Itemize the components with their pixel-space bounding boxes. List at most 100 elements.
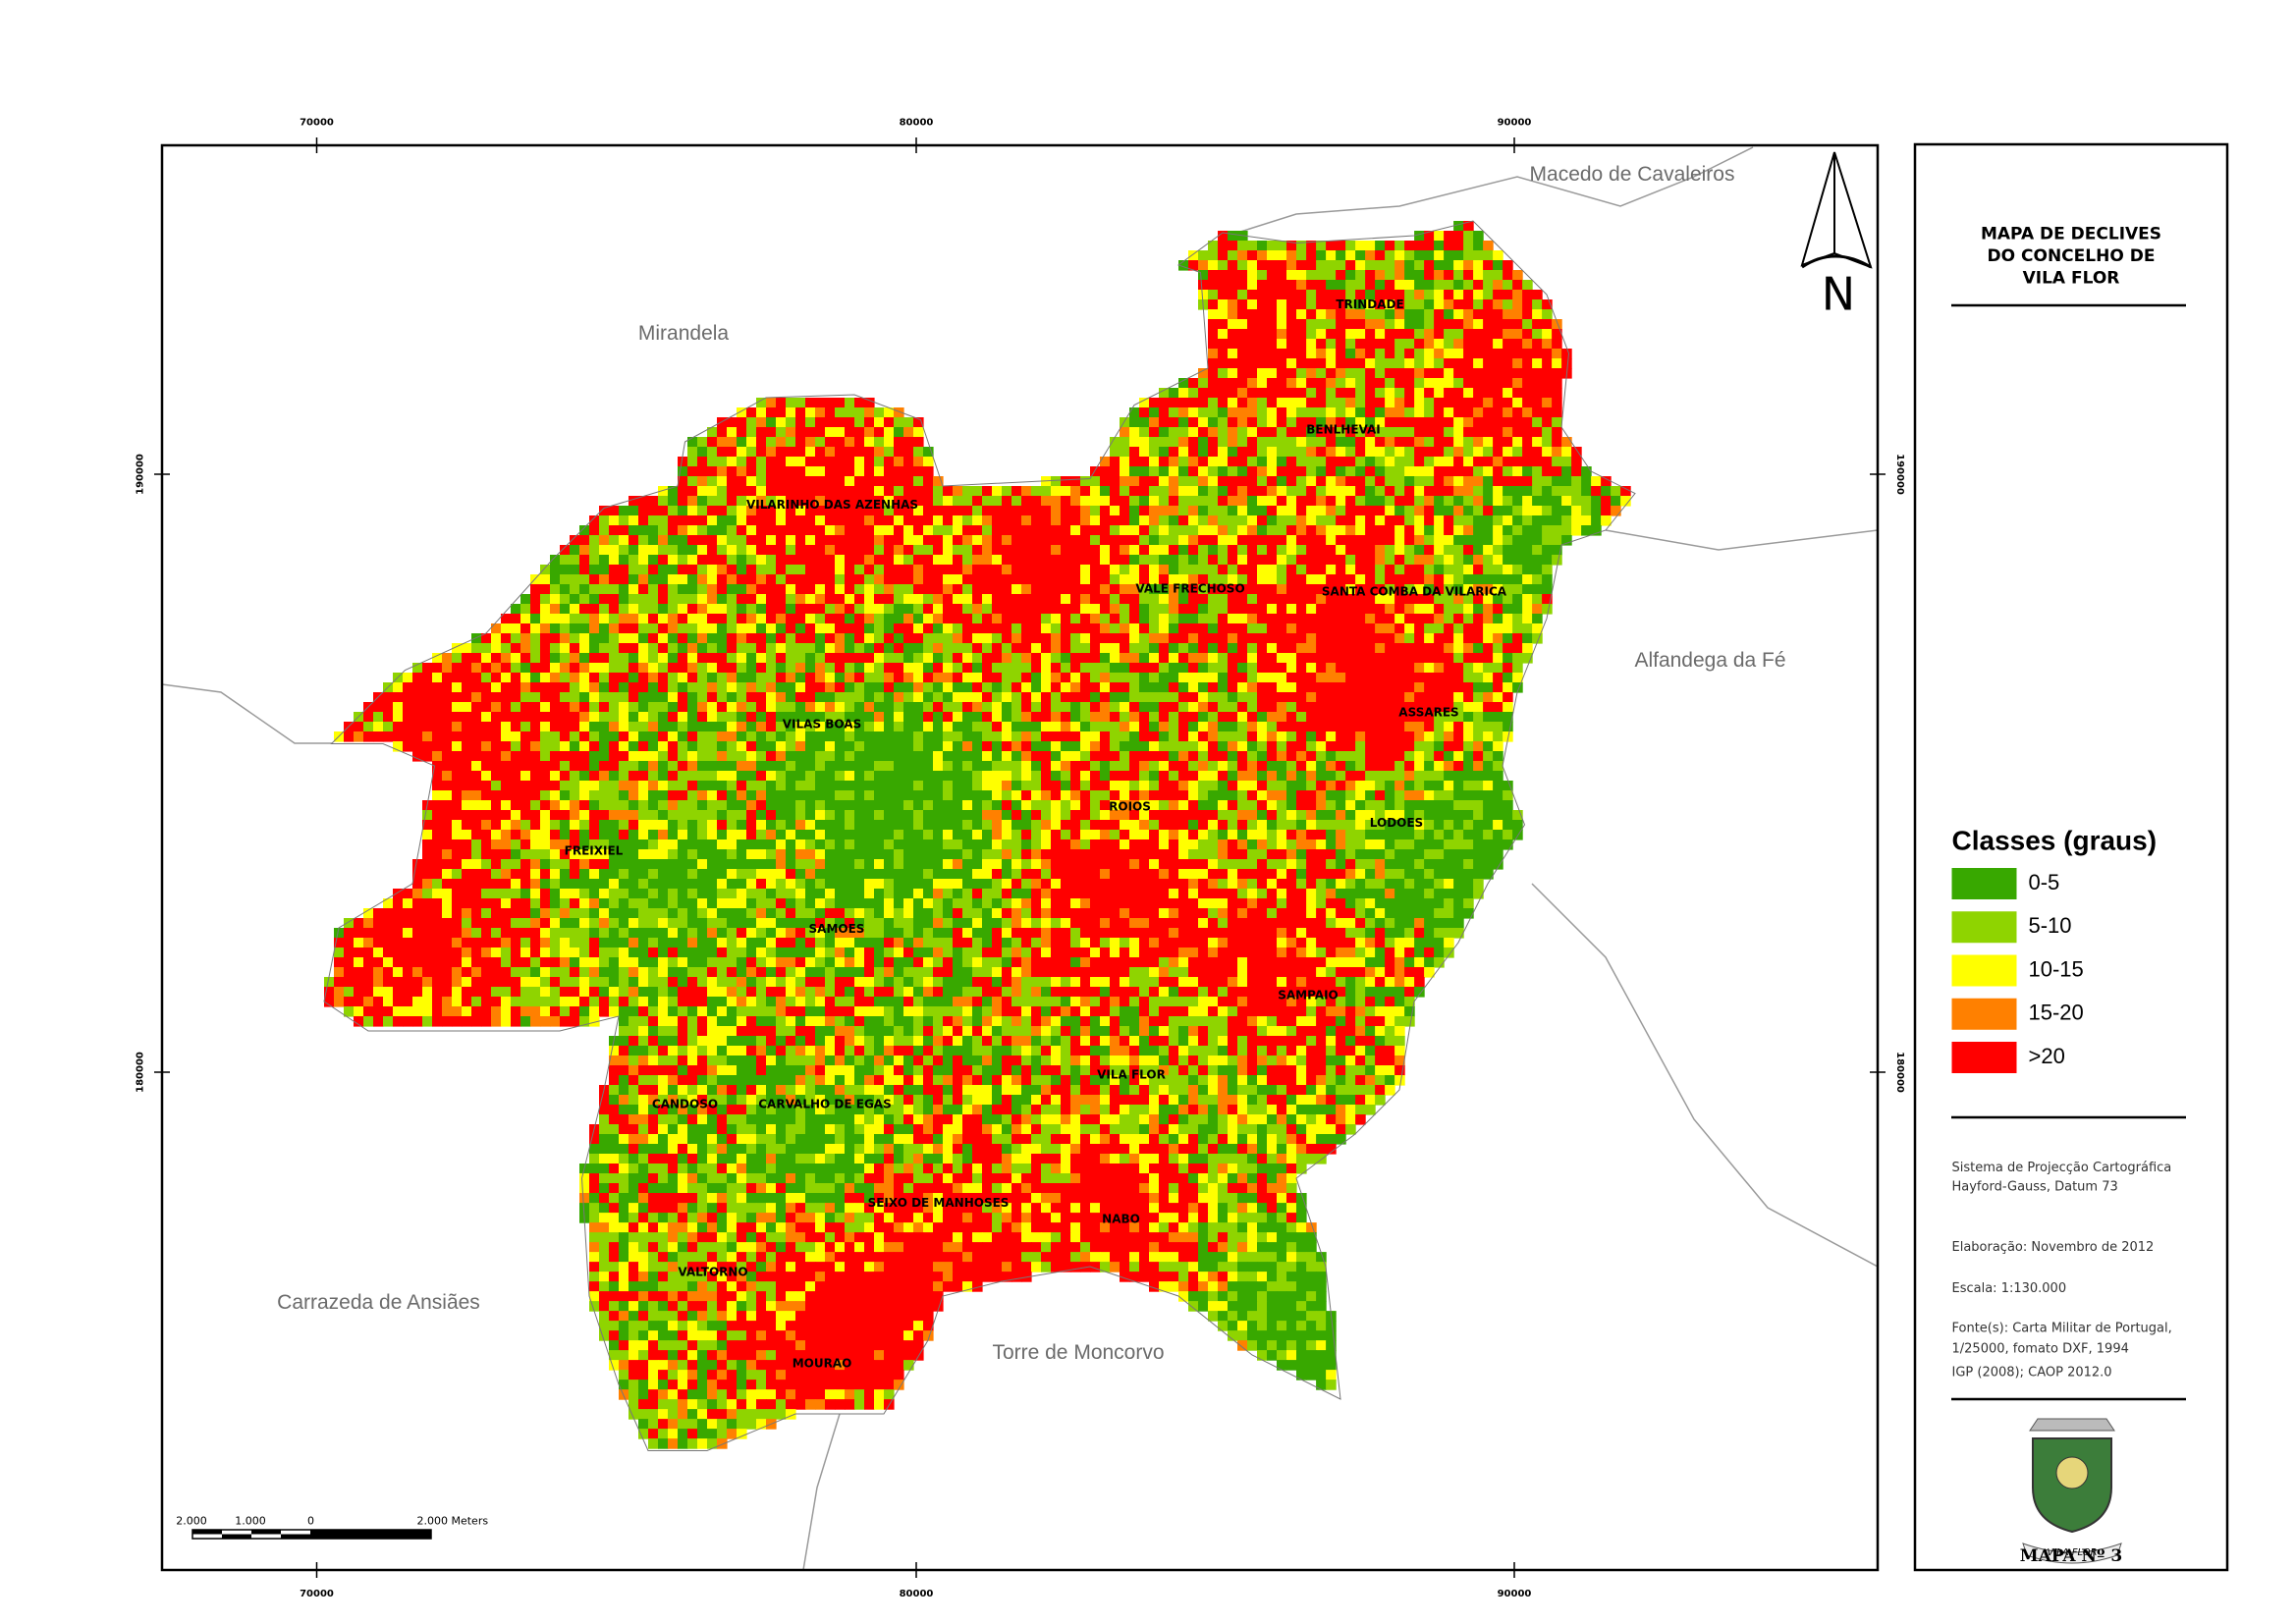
slope-cell <box>864 515 875 526</box>
slope-cell <box>1394 565 1405 575</box>
slope-cell <box>1345 604 1356 615</box>
slope-cell <box>982 614 993 624</box>
slope-cell <box>491 692 502 703</box>
slope-cell <box>1257 398 1268 408</box>
slope-cell <box>1414 643 1425 654</box>
slope-cell <box>1365 545 1376 556</box>
slope-cell <box>1542 555 1553 566</box>
slope-cell <box>1552 437 1562 448</box>
slope-cell <box>913 584 924 595</box>
slope-cell <box>845 781 855 791</box>
slope-cell <box>766 407 777 418</box>
slope-cell <box>1169 820 1179 831</box>
slope-cell <box>854 555 865 566</box>
slope-cell <box>884 781 895 791</box>
slope-cell <box>599 565 610 575</box>
slope-cell <box>854 584 865 595</box>
slope-cell <box>629 594 639 605</box>
slope-cell <box>766 427 777 438</box>
slope-cell <box>835 623 846 634</box>
slope-cell <box>1552 349 1562 359</box>
slope-cell <box>1453 623 1464 634</box>
slope-cell <box>1237 270 1248 281</box>
slope-cell <box>1375 427 1386 438</box>
slope-cell <box>1404 427 1415 438</box>
slope-cell <box>1070 692 1081 703</box>
slope-cell <box>1512 535 1523 546</box>
slope-cell <box>1021 486 1032 497</box>
slope-cell <box>1424 290 1435 300</box>
slope-cell <box>805 515 816 526</box>
slope-cell <box>1414 496 1425 507</box>
slope-cell <box>609 790 620 801</box>
slope-cell <box>1031 702 1042 713</box>
slope-cell <box>727 604 738 615</box>
slope-cell <box>1247 790 1258 801</box>
slope-cell <box>1296 407 1307 418</box>
slope-cell <box>658 545 669 556</box>
slope-cell <box>1002 712 1012 723</box>
slope-cell <box>1375 506 1386 516</box>
slope-cell <box>1483 545 1494 556</box>
slope-cell <box>1169 604 1179 615</box>
slope-cell <box>481 653 492 664</box>
slope-cell <box>1444 280 1454 291</box>
slope-cell <box>1257 299 1268 310</box>
slope-cell <box>1070 741 1081 752</box>
slope-cell <box>1463 329 1474 340</box>
slope-cell <box>1011 535 1022 546</box>
slope-cell <box>1336 280 1346 291</box>
slope-cell <box>1444 702 1454 713</box>
slope-cell <box>1296 574 1307 585</box>
slope-cell <box>727 525 738 536</box>
slope-cell <box>913 506 924 516</box>
slope-cell <box>1011 496 1022 507</box>
slope-cell <box>1414 761 1425 772</box>
slope-cell <box>1080 623 1091 634</box>
slope-cell <box>1277 260 1287 271</box>
slope-cell <box>1267 781 1278 791</box>
slope-cell <box>1237 437 1248 448</box>
slope-cell <box>520 810 531 821</box>
slope-cell <box>1021 820 1032 831</box>
slope-cell <box>1326 712 1337 723</box>
slope-cell <box>1277 319 1287 330</box>
slope-cell <box>1100 643 1111 654</box>
slope-cell <box>1070 790 1081 801</box>
slope-cell <box>1424 555 1435 566</box>
slope-cell <box>1542 466 1553 477</box>
slope-cell <box>1159 702 1170 713</box>
slope-cell <box>1355 623 1366 634</box>
slope-cell <box>540 761 551 772</box>
slope-cell <box>481 761 492 772</box>
slope-cell <box>746 525 757 536</box>
slope-cell <box>1434 270 1445 281</box>
slope-cell <box>1021 653 1032 664</box>
slope-cell <box>982 741 993 752</box>
slope-cell <box>1483 241 1494 251</box>
slope-cell <box>786 457 796 467</box>
slope-cell <box>1345 653 1356 664</box>
slope-cell <box>1375 712 1386 723</box>
slope-cell <box>1169 594 1179 605</box>
slope-cell <box>854 702 865 713</box>
slope-cell <box>1228 270 1238 281</box>
slope-cell <box>727 722 738 732</box>
slope-cell <box>1493 594 1503 605</box>
slope-cell <box>1188 545 1199 556</box>
slope-cell <box>1375 309 1386 320</box>
slope-cell <box>923 574 934 585</box>
slope-cell <box>1326 515 1337 526</box>
slope-cell <box>884 800 895 811</box>
slope-cell <box>923 515 934 526</box>
slope-cell <box>1414 309 1425 320</box>
slope-cell <box>589 604 600 615</box>
slope-cell <box>1444 270 1454 281</box>
slope-cell <box>1267 378 1278 389</box>
slope-cell <box>1120 565 1130 575</box>
slope-cell <box>845 515 855 526</box>
slope-cell <box>599 751 610 762</box>
slope-cell <box>1247 535 1258 546</box>
slope-cell <box>1198 270 1209 281</box>
slope-cell <box>1512 633 1523 644</box>
